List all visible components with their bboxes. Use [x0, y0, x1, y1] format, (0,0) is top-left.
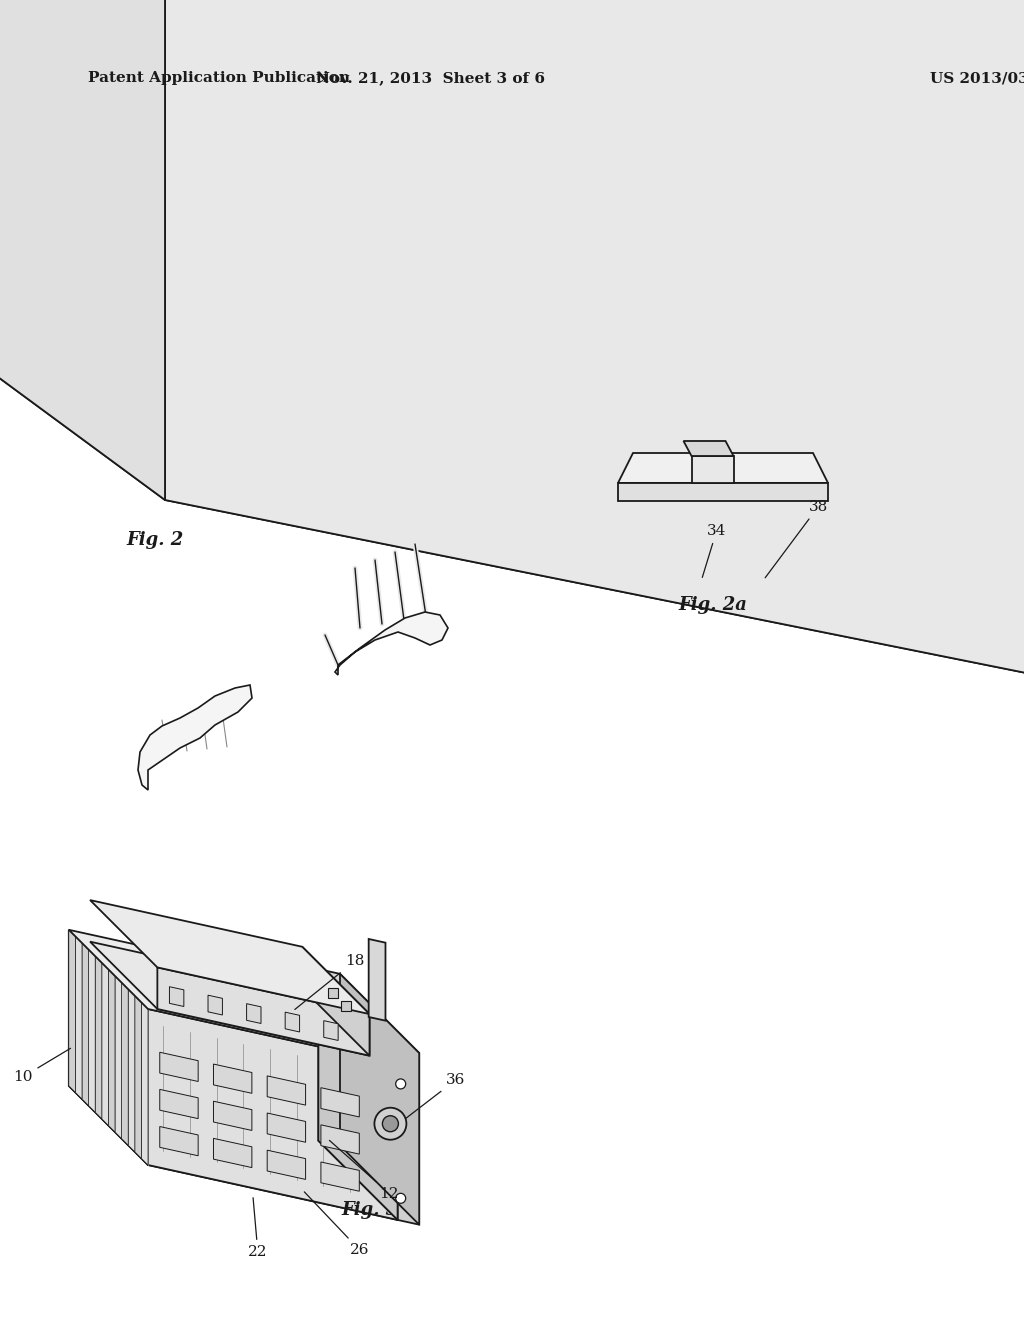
Polygon shape	[69, 929, 76, 1093]
Polygon shape	[618, 453, 828, 483]
Circle shape	[395, 1193, 406, 1204]
Polygon shape	[267, 1150, 305, 1179]
Polygon shape	[341, 1002, 351, 1011]
Text: 10: 10	[13, 1048, 71, 1084]
Polygon shape	[76, 936, 82, 1100]
Text: 34: 34	[702, 524, 726, 577]
Text: Patent Application Publication: Patent Application Publication	[88, 71, 350, 84]
Polygon shape	[69, 1086, 397, 1220]
Polygon shape	[138, 685, 252, 789]
Polygon shape	[109, 969, 115, 1133]
Polygon shape	[141, 1002, 148, 1166]
Polygon shape	[160, 1089, 199, 1118]
Polygon shape	[335, 612, 449, 675]
Polygon shape	[135, 995, 141, 1159]
Polygon shape	[302, 946, 370, 1056]
Polygon shape	[318, 969, 397, 1220]
Text: 36: 36	[406, 1073, 465, 1118]
Polygon shape	[82, 942, 89, 1106]
Polygon shape	[208, 995, 222, 1015]
Polygon shape	[213, 1064, 252, 1093]
Text: Fig. 2: Fig. 2	[126, 531, 183, 549]
Polygon shape	[90, 941, 370, 1056]
Polygon shape	[321, 1162, 359, 1191]
Polygon shape	[148, 1008, 397, 1220]
Text: 26: 26	[304, 1192, 369, 1257]
Polygon shape	[160, 1126, 199, 1156]
Polygon shape	[285, 1012, 300, 1032]
Polygon shape	[115, 975, 122, 1139]
Polygon shape	[328, 987, 338, 998]
Text: US 2013/0307283 A1: US 2013/0307283 A1	[930, 71, 1024, 84]
Polygon shape	[89, 949, 95, 1113]
Polygon shape	[318, 985, 397, 1220]
Polygon shape	[128, 989, 135, 1152]
Polygon shape	[90, 900, 370, 1014]
Polygon shape	[69, 929, 148, 1166]
Polygon shape	[321, 1088, 359, 1117]
Circle shape	[375, 1107, 407, 1139]
Polygon shape	[213, 1101, 252, 1130]
Polygon shape	[247, 1003, 261, 1023]
Polygon shape	[169, 986, 184, 1007]
Polygon shape	[160, 1052, 199, 1081]
Text: 18: 18	[295, 954, 365, 1010]
Polygon shape	[69, 929, 397, 1064]
Polygon shape	[267, 1076, 305, 1105]
Polygon shape	[340, 974, 419, 1225]
Polygon shape	[318, 969, 419, 1053]
Polygon shape	[122, 982, 128, 1146]
Polygon shape	[321, 1125, 359, 1154]
Text: Nov. 21, 2013  Sheet 3 of 6: Nov. 21, 2013 Sheet 3 of 6	[315, 71, 545, 84]
Text: Fig. 2a: Fig. 2a	[678, 597, 746, 614]
Polygon shape	[95, 956, 101, 1119]
Polygon shape	[101, 962, 109, 1126]
Polygon shape	[267, 1113, 305, 1142]
Text: Fig. 3: Fig. 3	[341, 1201, 398, 1218]
Polygon shape	[165, 0, 1024, 1320]
Polygon shape	[397, 1048, 419, 1225]
Polygon shape	[369, 939, 385, 1020]
Polygon shape	[213, 1138, 252, 1168]
Polygon shape	[0, 0, 165, 500]
Polygon shape	[683, 441, 733, 455]
Text: 38: 38	[765, 500, 827, 578]
Text: 22: 22	[248, 1197, 267, 1259]
Circle shape	[395, 1078, 406, 1089]
Circle shape	[382, 1115, 398, 1131]
Polygon shape	[158, 968, 370, 1056]
Polygon shape	[691, 455, 733, 483]
Text: 12: 12	[330, 1140, 399, 1201]
Polygon shape	[618, 483, 828, 502]
Polygon shape	[324, 1020, 338, 1040]
